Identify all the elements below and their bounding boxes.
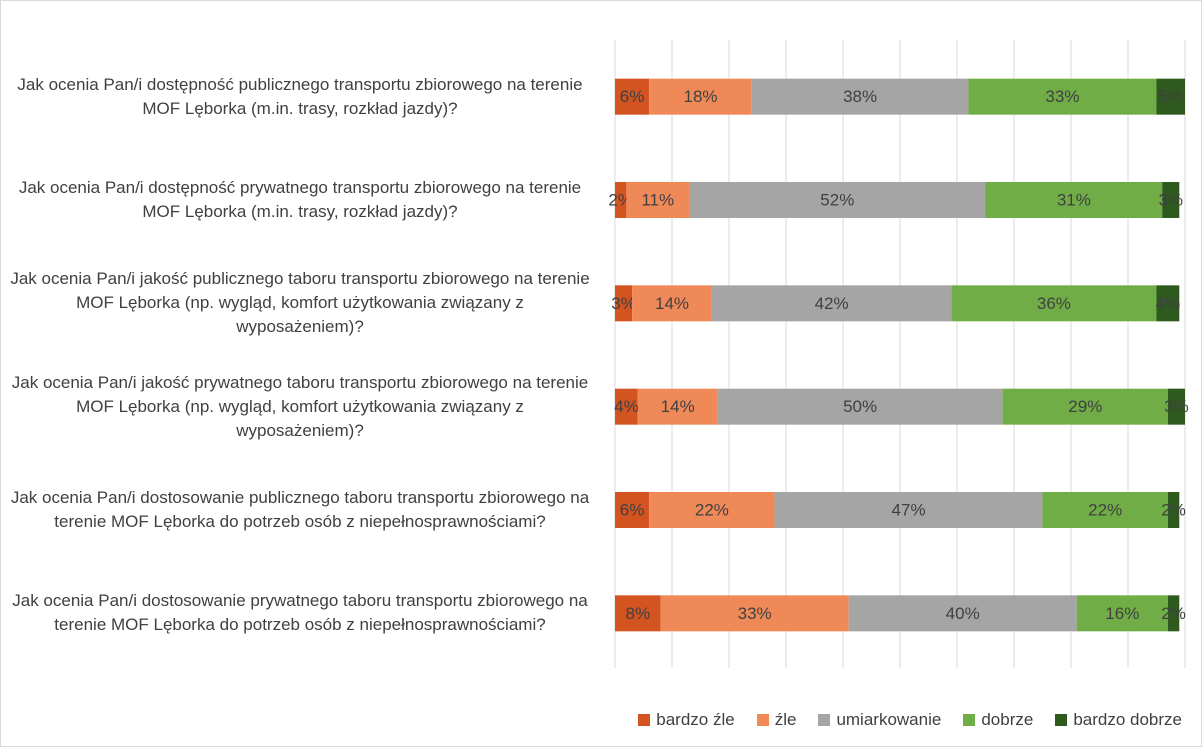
legend-item: dobrze [963,710,1033,730]
bar-segment [751,78,969,115]
bar-segment [1167,492,1180,528]
data-label: 47% [892,500,926,519]
legend: bardzo źle źle umiarkowanie dobrze bardzo do… [638,710,1182,730]
bar-segment [615,182,627,218]
data-label: 52% [820,190,854,209]
bar-segment [968,78,1157,115]
data-label: 36% [1037,294,1071,313]
data-label: 2% [1161,604,1186,623]
data-label: 3% [1164,397,1189,416]
bar-segment [1156,78,1185,115]
data-label: 6% [620,87,645,106]
category-label: Jak ocenia Pan/i dostępność publicznego … [17,74,583,118]
bar-segment [711,285,952,322]
legend-label: bardzo źle [656,710,735,729]
data-label: 40% [946,604,980,623]
legend-item: bardzo dobrze [1055,710,1182,730]
bar-segment [615,388,638,425]
data-label: 14% [661,397,695,416]
data-label: 33% [738,604,772,623]
legend-label: dobrze [981,710,1034,729]
data-label: 31% [1057,190,1091,209]
data-label: 8% [626,604,651,623]
bar-segment [1076,595,1168,632]
data-label: 3% [611,294,636,313]
legend-item: umiarkowanie [818,710,941,730]
category-label: Jak ocenia Pan/i jakość prywatnego tabor… [11,372,589,440]
category-label: Jak ocenia Pan/i dostosowanie prywatnego… [12,591,588,635]
bar-segment [615,285,633,322]
data-label: 18% [683,87,717,106]
legend-label: umiarkowanie [836,710,942,729]
bar-segment [1002,388,1168,425]
bar-segment [1167,388,1185,425]
data-label: 42% [815,294,849,313]
bar-segment [689,182,986,218]
legend-swatch [756,714,769,726]
data-label: 50% [843,397,877,416]
category-label: Jak ocenia Pan/i dostępność prywatnego t… [18,178,582,221]
data-label: 3% [1158,190,1183,209]
data-label: 33% [1045,87,1079,106]
bar-segment [717,388,1003,425]
data-label: 6% [620,500,645,519]
bar-segment [632,285,712,322]
bar-segment [774,492,1043,528]
data-label: 11% [641,190,674,209]
category-label: Jak ocenia Pan/i jakość publicznego tabo… [10,269,590,337]
legend-swatch [1055,714,1068,726]
data-label: 4% [1156,294,1181,313]
bar-segment [1167,595,1180,632]
bar-segment [985,182,1163,218]
bar-segment [848,595,1077,632]
bar-segment [1162,182,1180,218]
bar-segment [649,492,775,528]
bar-segment [615,492,650,528]
data-label: 4% [614,397,639,416]
legend-swatch [818,714,831,726]
bar-segment [649,78,752,115]
legend-label: bardzo dobrze [1073,710,1182,729]
data-label: 22% [695,500,729,519]
legend-label: źle [774,710,797,729]
legend-item: bardzo źle [638,710,735,730]
legend-swatch [963,714,976,726]
legend-item: źle [756,710,797,730]
bar-segment [626,182,690,218]
bar-segment [1042,492,1168,528]
bar-segment [660,595,849,632]
bar-segment [1156,285,1180,322]
bar-segment [615,595,661,632]
legend-swatch [638,714,651,726]
data-label: 5% [1158,87,1183,106]
data-label: 29% [1068,397,1102,416]
data-label: 38% [843,87,877,106]
bar-segment [615,78,650,115]
data-label: 14% [655,294,689,313]
bar-segment [637,388,718,425]
data-label: 2% [1161,500,1186,519]
data-label: 16% [1105,604,1139,623]
bar-segment [951,285,1157,322]
data-label: 22% [1088,500,1122,519]
category-label: Jak ocenia Pan/i dostosowanie publiczneg… [10,488,590,531]
